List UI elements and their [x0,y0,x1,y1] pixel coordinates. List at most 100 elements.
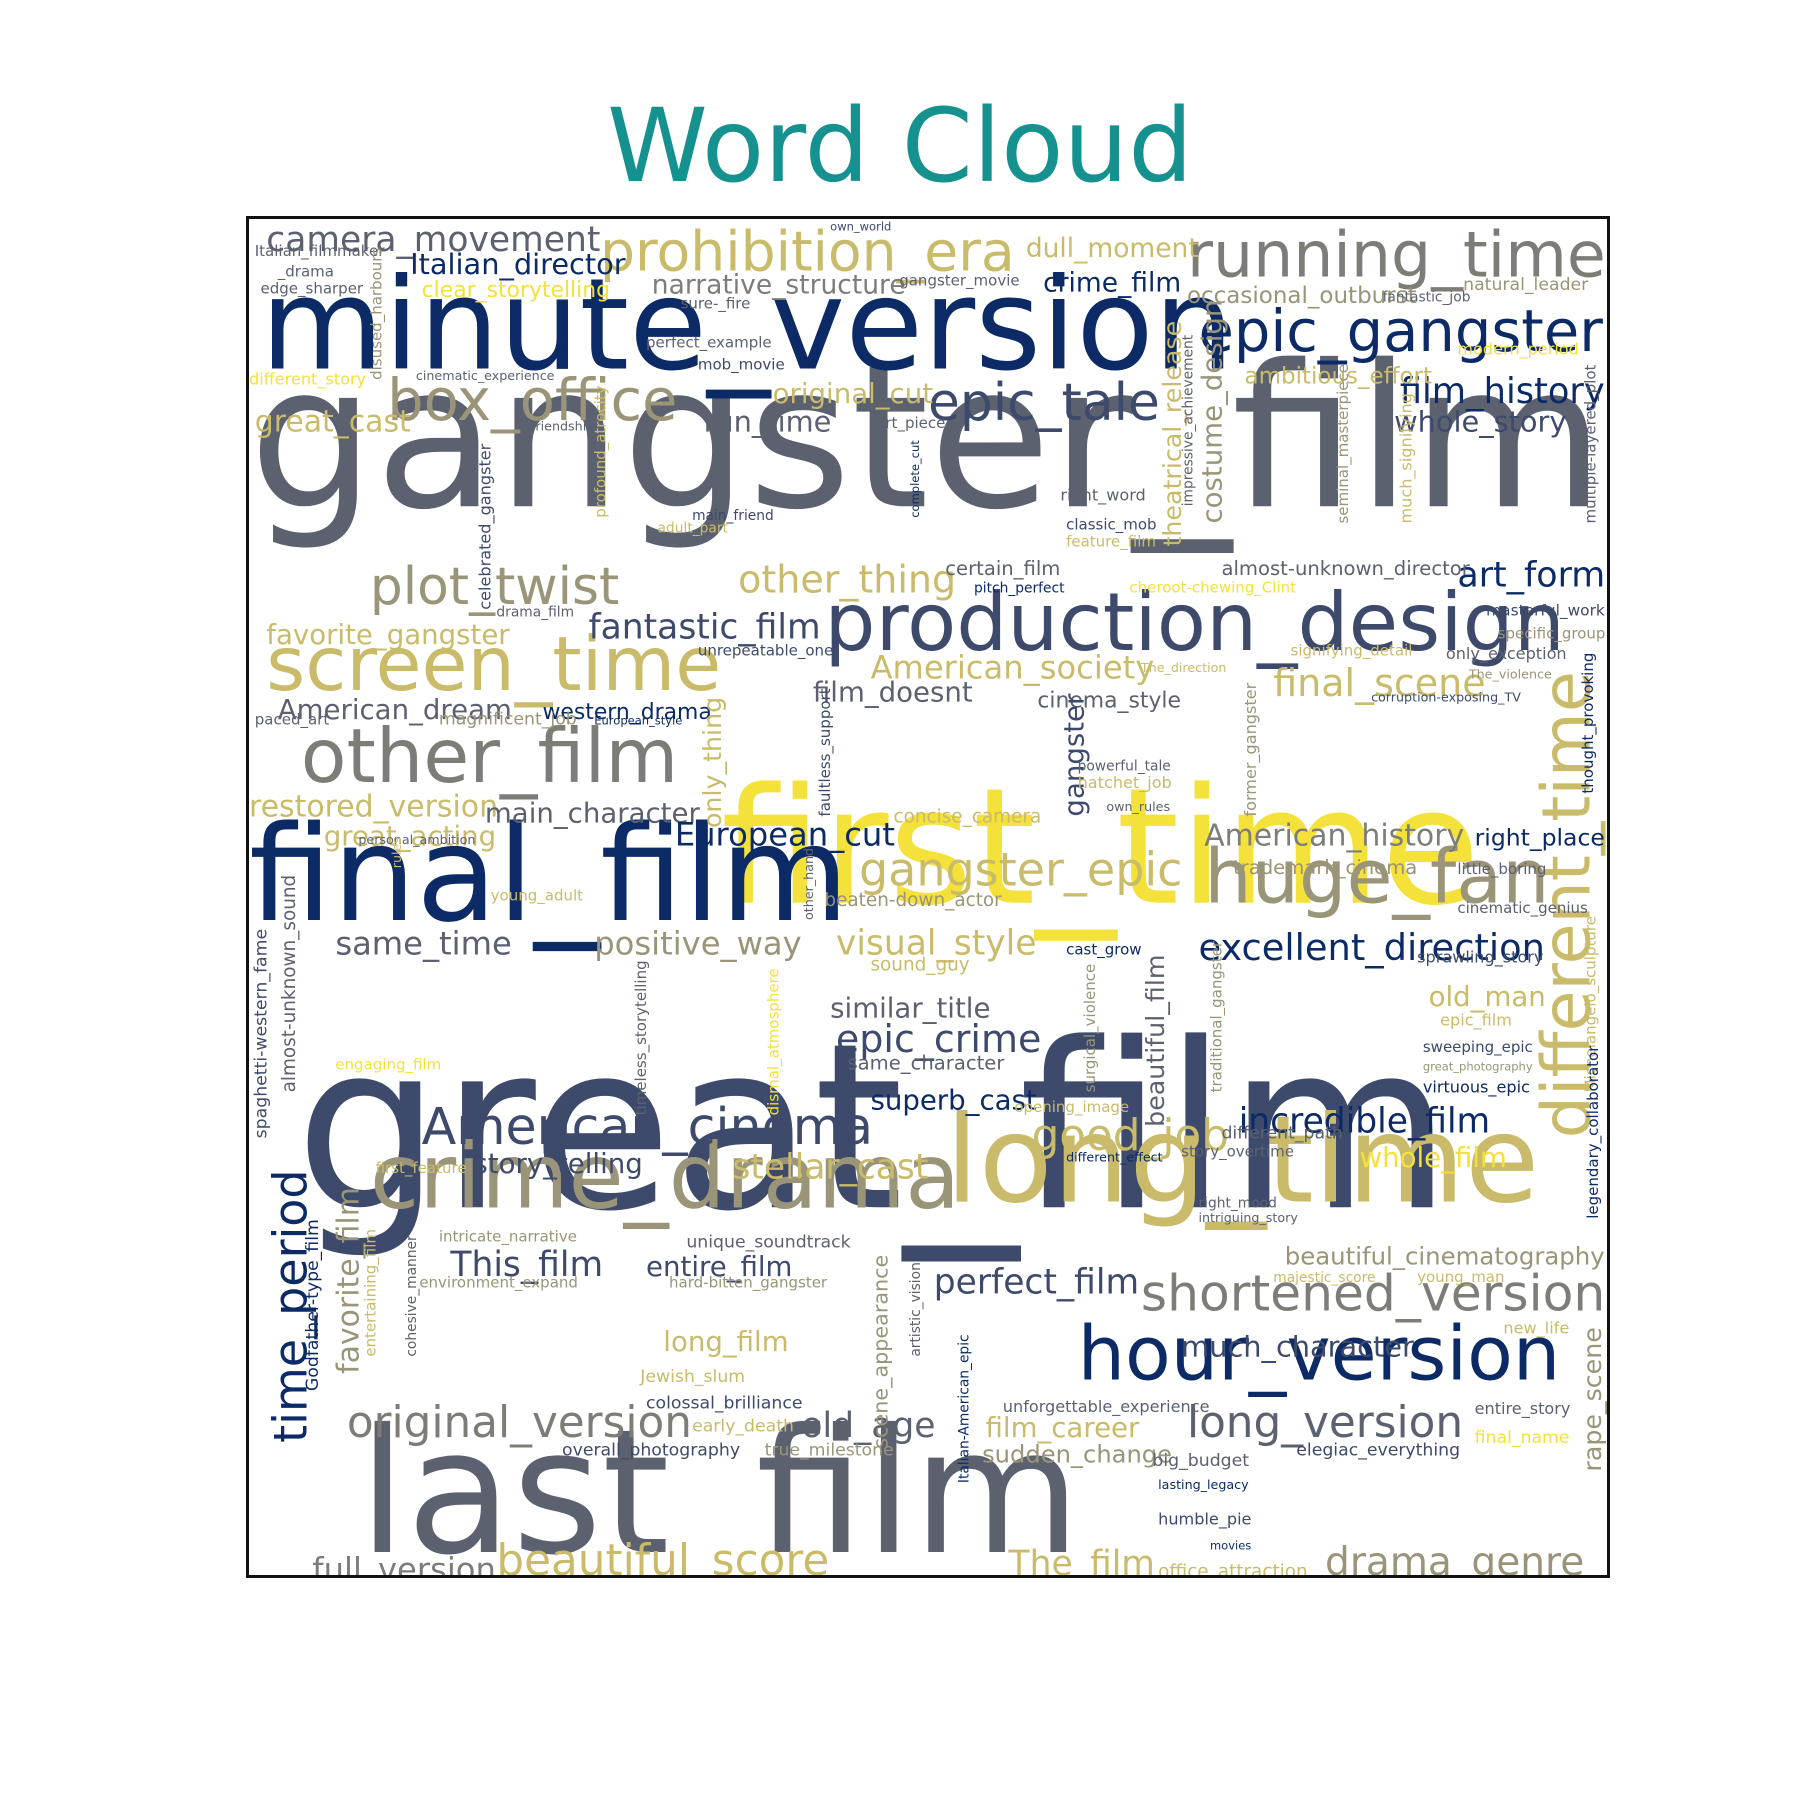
word-only-thing: only_thing [698,697,727,828]
word-seminal-masterpiece: seminal_masterpiece [1334,364,1353,523]
word-environment-expand: environment_expand [419,1274,578,1293]
word-engaging-film: engaging_film [335,1055,441,1074]
word-paced-art: paced_art [255,711,330,730]
word-cohesive-manner: cohesive_manner [404,1235,420,1357]
word-artistic-vision: artistic_vision [908,1262,924,1357]
word-timeless-storytelling: timeless_storytelling [632,960,651,1115]
word-young-adult: young_adult [491,886,583,905]
word-plot-twist: plot_twist [370,557,620,617]
word-elegiac-everything: elegiac_everything [1296,1440,1460,1460]
word-fantastic-job: fantastic_job [1383,290,1471,306]
word-european-cut: European_cut [675,815,895,853]
word-drama-genre: drama_genre [1325,1540,1584,1575]
word-edge-sharper: edge_sharper [261,280,364,299]
word-complete-cut: complete_cut [908,440,922,518]
word-main-character: main_character [485,796,701,829]
word-great-cast: great_cast [255,405,411,440]
word-art-form: art_form [1457,556,1605,596]
word-whole-film: whole_film [1360,1141,1507,1174]
word-certain-film: certain_film [945,557,1060,580]
word-first-time: first_time [721,753,1480,941]
word-positive-way: positive_way [594,924,801,962]
word-fantastic-film: fantastic_film [589,607,821,647]
word-stellar-cast: stellar_cast [732,1148,928,1188]
word-entertaining-film: entertaining_film [362,1229,381,1357]
word-celebrated-gangster: celebrated_gangster [476,443,496,609]
word-adult-part: adult_part [658,521,729,537]
word-epic-film: epic_film [1440,1011,1512,1031]
word-multiple-layered-plot: multiple-layered_plot [1581,364,1600,523]
word-film-history: film_history [1400,371,1605,412]
word-rules: rules [389,837,404,868]
word-new-life: new_life [1503,1319,1569,1339]
word-scene-appearance: scene_appearance [869,1255,894,1449]
word-powerful-tale: powerful_tale [1078,759,1171,775]
word-full-version: full_version [312,1551,496,1575]
word-perfect-film: perfect_film [934,1262,1139,1302]
word-sprawling-story: sprawling_story [1417,948,1544,968]
word-minute-version: minute_version [261,250,1234,398]
word-last-film: last_film [358,1392,1080,1575]
word-right-word: right_word [1060,486,1145,506]
word-drama-film: drama_film [496,605,574,621]
word-visual-style: visual_style [836,923,1037,963]
word-american-cinema: American_cinema [422,1097,873,1156]
word-cast-grow: cast_grow [1066,940,1141,959]
word-long-version: long_version [1187,1397,1463,1448]
word-intricate-narrative: intricate_narrative [439,1228,577,1247]
word-spaghetti-western-fame: spaghetti-western_fame [251,929,271,1138]
word-the-film: The_film [1008,1544,1155,1575]
word-epic-gangster: epic_gangster [1198,298,1603,365]
word-cinematic-genius: cinematic_genius [1457,899,1588,918]
word-italian-director: Italian_director [410,247,626,281]
word-specific-group: specific_group [1498,624,1606,643]
word-same-character: same_character [847,1051,1005,1074]
word-epic-crime: epic_crime [836,1017,1041,1061]
word-early-death: early_death [692,1416,794,1436]
word-only-exception: only_exception [1446,644,1567,664]
word-masterful-work: masterful_work [1486,601,1605,620]
word-different-path: different_path [1221,1123,1342,1143]
word-opening-image: opening_image [1014,1098,1129,1117]
word-almost-unknown-sound: almost-unknown_sound [279,875,300,1093]
word-this-film: This_film [449,1245,603,1285]
word-great-acting: great_acting [324,819,496,852]
word-office-attraction: office_attraction [1158,1561,1308,1575]
word-excellent-direction: excellent_direction [1198,926,1544,969]
word-the-violence: The_violence [1468,667,1552,682]
word-art-piece: art_piece [876,414,945,433]
word-whole-story: whole_story [1394,405,1566,439]
word-right-place: right_place [1475,823,1605,851]
word-theatrical-release: theatrical_release [1158,321,1187,547]
word-corruption-exposing-tv: corruption-exposing_TV [1371,690,1521,705]
word-original-version: original_version [347,1397,692,1448]
word-legendary-collaborator: legendary_collaborator [1584,1045,1603,1219]
word-good-job: good_job [1032,1110,1229,1161]
word-almost-unknown-director: almost-unknown_director [1221,557,1470,580]
word-superb-cast: superb_cast [870,1084,1036,1117]
word-hard-bitten-gangster: hard-bitten_gangster [669,1274,828,1293]
word-dull-moment: dull_moment [1026,233,1199,264]
word-favorite-film: favorite_film [331,1187,366,1374]
word-intriguing-story: intriguing_story [1198,1210,1298,1225]
word-great-film: great_film [295,994,1452,1262]
word-final-scene: final_scene [1273,661,1485,705]
word-perfect-example: perfect_example [646,334,772,353]
word-profound-atrocity: profound_atrocity [592,385,611,517]
word-story-telling: story_telling [473,1147,642,1180]
word-other-thing: other_thing [738,557,956,601]
word-humble-pie: humble_pie [1158,1509,1251,1529]
word-italian-american-epic: Italian-American_epic [956,1334,972,1483]
word-young-man: young_man [1417,1268,1504,1287]
word-natural-leader: natural_leader [1463,275,1589,295]
word-run-time: run_time [704,405,832,439]
word-clear-storytelling: clear_storytelling [422,278,610,303]
word-cloud: gangster_filmgreat_filmchronological_ord… [249,219,1607,1575]
word-concise-camera: concise_camera [893,806,1041,827]
word-main-friend: main_friend [692,508,774,524]
word-classic-mob: classic_mob [1066,515,1156,534]
word-ambitious-effort: ambitious_effort [1244,363,1432,389]
word-other-hand: other_hand [801,848,816,920]
word-costume-design: costume_design [1195,300,1228,524]
word-signifying-detail: signifying_detail [1291,642,1413,661]
